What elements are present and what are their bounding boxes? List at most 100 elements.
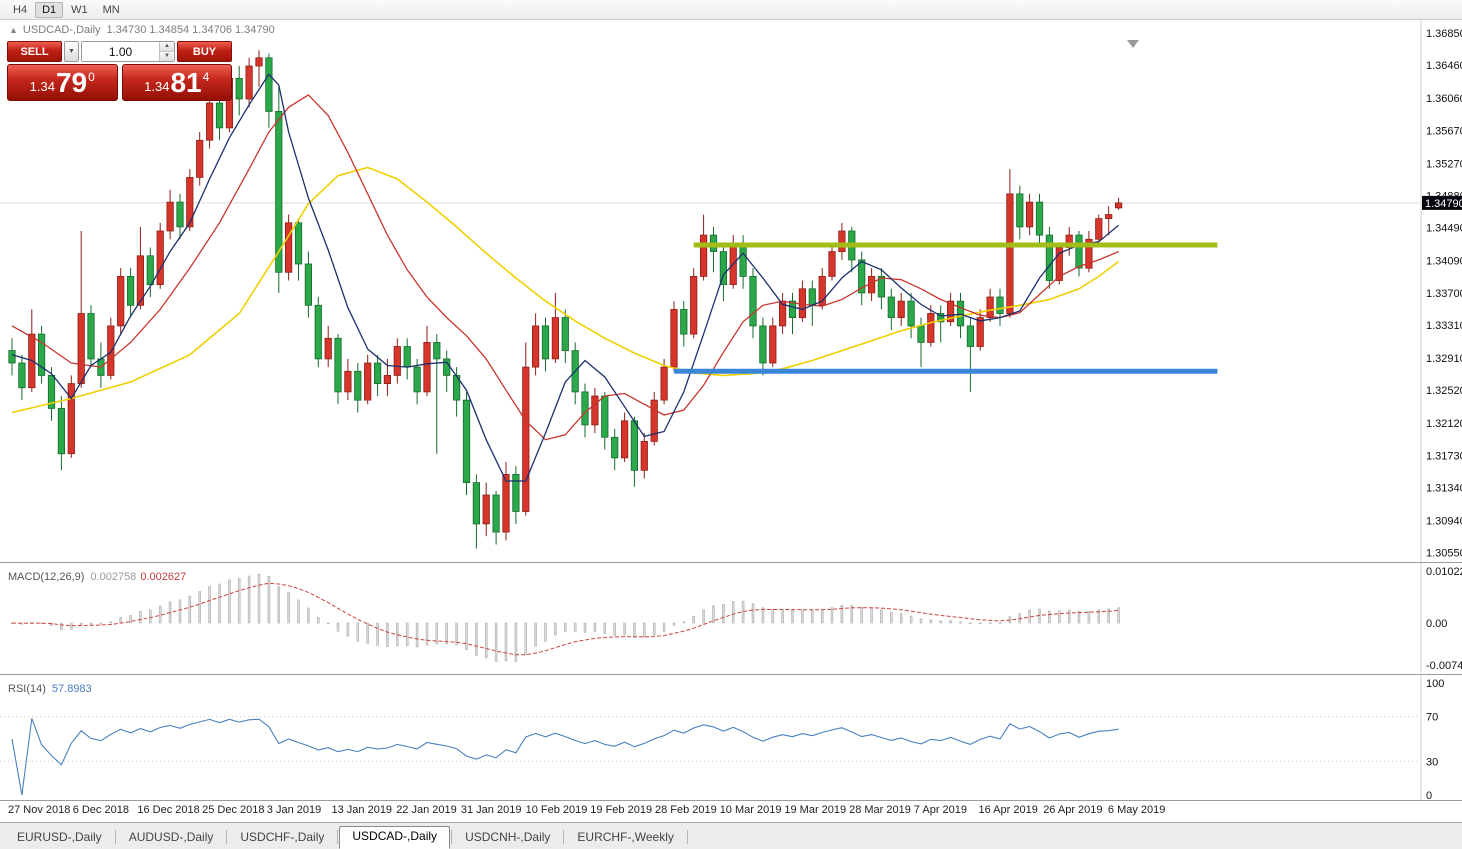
macd-axis-max: 0.0102290 xyxy=(1426,566,1462,578)
tab-separator xyxy=(226,830,228,844)
timeframe-toolbar: H4 D1 W1 MN xyxy=(0,0,1462,20)
volume-input[interactable] xyxy=(82,42,159,61)
price-axis-tick: 1.35270 xyxy=(1426,158,1462,170)
macd-indicator-label: MACD(12,26,9) 0.002758 0.002627 xyxy=(8,571,186,583)
time-axis-label: 31 Jan 2019 xyxy=(460,804,522,816)
chevron-down-icon: ▼ xyxy=(68,48,75,55)
chart-tab-usdchf-daily[interactable]: USDCHF-,Daily xyxy=(240,830,325,844)
macd-histogram xyxy=(10,574,1120,662)
volume-field: ▲ ▼ xyxy=(81,41,175,62)
macd-axis-zero: 0.00 xyxy=(1426,618,1447,630)
tab-separator xyxy=(114,830,116,844)
macd-name: MACD(12,26,9) xyxy=(8,571,85,583)
timeframe-button-d1[interactable]: D1 xyxy=(35,1,64,18)
rsi-axis-tick: 0 xyxy=(1426,790,1432,800)
macd-signal-line xyxy=(11,582,1119,656)
time-axis-label: 16 Apr 2019 xyxy=(978,804,1038,816)
chart-tab-usdcnh-daily[interactable]: USDCNH-,Daily xyxy=(465,830,551,844)
rsi-axis-tick: 100 xyxy=(1426,678,1444,690)
rsi-line xyxy=(11,718,1119,796)
candlestick-series xyxy=(8,50,1123,549)
time-axis-label: 26 Apr 2019 xyxy=(1043,804,1103,816)
sell-price-pip: 0 xyxy=(88,69,95,84)
price-axis-tick: 1.36460 xyxy=(1426,60,1462,72)
time-axis-label: 27 Nov 2018 xyxy=(8,804,71,816)
macd-axis-min: -0.0074747 xyxy=(1426,660,1462,672)
time-axis-label: 28 Feb 2019 xyxy=(655,804,717,816)
tab-separator xyxy=(686,830,688,844)
time-axis-label: 22 Jan 2019 xyxy=(396,804,457,816)
tab-separator xyxy=(563,830,565,844)
time-axis-label: 25 Dec 2018 xyxy=(202,804,265,816)
chart-tabs-bar: EURUSD-,Daily AUDUSD-,Daily USDCHF-,Daily U… xyxy=(0,822,1462,849)
chart-symbol-label: USDCAD-,Daily xyxy=(22,24,101,36)
price-axis-tick: 1.33310 xyxy=(1426,320,1462,332)
chart-tab-eurusd-daily[interactable]: EURUSD-,Daily xyxy=(17,830,102,844)
price-axis-tick: 1.34090 xyxy=(1426,256,1462,268)
volume-increase-button[interactable]: ▲ xyxy=(160,42,174,51)
price-axis-tick: 1.32910 xyxy=(1426,353,1462,365)
sell-button[interactable]: SELL xyxy=(7,41,62,62)
time-axis-label: 6 May 2019 xyxy=(1107,804,1166,816)
volume-decrease-button[interactable]: ▼ xyxy=(160,51,174,61)
price-axis-tick: 1.36060 xyxy=(1426,93,1462,105)
time-axis-label: 19 Feb 2019 xyxy=(590,804,653,816)
rsi-indicator-label: RSI(14) 57.8983 xyxy=(8,683,92,695)
timeframe-button-w1[interactable]: W1 xyxy=(71,3,88,16)
chart-shift-marker[interactable] xyxy=(1127,40,1139,48)
price-axis-tick: 1.32120 xyxy=(1426,418,1462,430)
time-axis-label: 6 Dec 2018 xyxy=(72,804,129,816)
buy-button[interactable]: BUY xyxy=(177,41,232,62)
macd-value-main: 0.002758 xyxy=(90,571,137,583)
time-axis-label: 10 Feb 2019 xyxy=(525,804,588,816)
rsi-axis-tick: 70 xyxy=(1426,712,1438,724)
one-click-expand-arrow[interactable]: ▲ xyxy=(9,25,18,35)
tab-separator xyxy=(451,830,453,844)
volume-stepper: ▲ ▼ xyxy=(159,42,174,61)
volume-dropdown[interactable]: ▼ xyxy=(64,41,79,62)
time-axis-label: 10 Mar 2019 xyxy=(719,804,782,816)
sell-price-button[interactable]: 1.34 79 0 xyxy=(7,64,118,101)
timeframe-button-h4[interactable]: H4 xyxy=(13,3,28,16)
timeframe-button-mn[interactable]: MN xyxy=(102,3,120,16)
price-axis-tick: 1.30550 xyxy=(1426,548,1462,560)
macd-value-signal: 0.002627 xyxy=(140,571,187,583)
buy-price-pip: 4 xyxy=(202,69,210,84)
svg-text:1.34790: 1.34790 xyxy=(1425,198,1462,210)
chart-window: 1.368501.364601.360601.356701.352701.348… xyxy=(0,20,1462,822)
sell-price-big: 79 xyxy=(55,66,88,98)
panel-separator[interactable] xyxy=(0,800,1462,801)
time-axis-label: 7 Apr 2019 xyxy=(913,804,968,816)
time-axis: 27 Nov 2018 6 Dec 2018 16 Dec 2018 25 Dec 2… xyxy=(0,801,1420,821)
price-axis-tick: 1.31340 xyxy=(1426,483,1462,495)
rsi-value: 57.8983 xyxy=(51,683,92,695)
chart-tab-usdcad-daily[interactable]: USDCAD-,Daily xyxy=(339,826,451,849)
panel-separator[interactable] xyxy=(0,674,1462,675)
time-axis-label: 28 Mar 2019 xyxy=(849,804,911,816)
buy-price-big: 81 xyxy=(170,66,202,98)
buy-price-button[interactable]: 1.34 81 4 xyxy=(121,64,232,101)
current-price-badge: 1.34790 xyxy=(1422,195,1462,210)
time-axis-label: 13 Jan 2019 xyxy=(331,804,393,816)
chart-tabs: EURUSD-,Daily AUDUSD-,Daily USDCHF-,Daily U… xyxy=(5,826,689,849)
ma-fast-line xyxy=(11,73,1120,482)
rsi-panel[interactable]: 100 70 30 0 xyxy=(0,675,1462,800)
time-axis-label: 16 Dec 2018 xyxy=(137,804,200,816)
price-axis-tick: 1.32520 xyxy=(1426,385,1462,397)
price-chart[interactable]: 1.368501.364601.360601.356701.352701.348… xyxy=(0,20,1462,563)
timeframe-buttons-group: H4 D1 W1 MN xyxy=(6,1,128,18)
chart-tab-audusd-daily[interactable]: AUDUSD-,Daily xyxy=(128,830,214,844)
one-click-trading-panel: SELL ▼ ▲ ▼ BUY 1.34 79 0 1.34 81 4 xyxy=(7,41,232,101)
time-axis-label: 19 Mar 2019 xyxy=(784,804,847,816)
rsi-axis-tick: 30 xyxy=(1426,756,1438,768)
one-click-price-row: 1.34 79 0 1.34 81 4 xyxy=(7,64,232,101)
chart-ohlc-values: 1.34730 1.34854 1.34706 1.34790 xyxy=(106,24,275,36)
price-axis-tick: 1.35670 xyxy=(1426,125,1462,137)
ma-mid-line xyxy=(11,94,1119,441)
chart-tab-eurchf-weekly[interactable]: EURCHF-,Weekly xyxy=(577,830,674,844)
panel-separator[interactable] xyxy=(0,562,1462,563)
price-axis-tick: 1.30940 xyxy=(1426,516,1462,528)
tab-separator xyxy=(337,830,339,844)
macd-panel[interactable]: 0.0102290 0.00 -0.0074747 xyxy=(0,563,1462,673)
buy-price-base: 1.34 xyxy=(144,79,170,94)
